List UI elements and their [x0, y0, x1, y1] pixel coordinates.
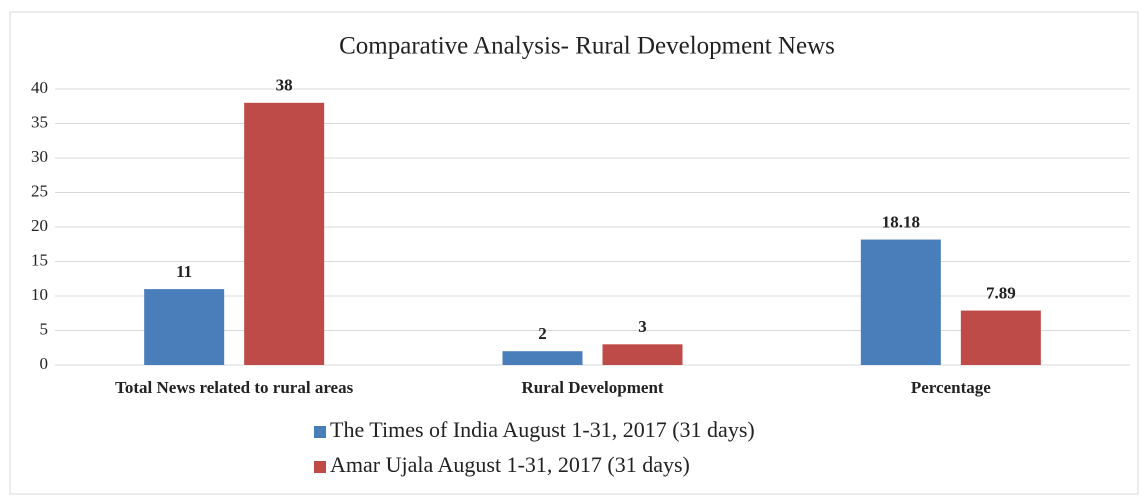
bar	[502, 351, 583, 365]
y-tick-label: 35	[31, 112, 48, 131]
data-label: 3	[638, 317, 647, 336]
bar	[960, 310, 1041, 365]
data-label: 11	[176, 262, 192, 281]
y-tick-label: 10	[31, 285, 48, 304]
bar	[144, 289, 225, 365]
x-tick-label: Percentage	[911, 378, 991, 397]
y-tick-label: 30	[31, 147, 48, 166]
y-tick-label: 0	[40, 354, 49, 373]
legend-label: Amar Ujala August 1-31, 2017 (31 days)	[330, 452, 690, 477]
bar	[602, 344, 683, 365]
bar	[860, 239, 941, 365]
legend-label: The Times of India August 1-31, 2017 (31…	[330, 417, 755, 442]
x-tick-label: Rural Development	[521, 378, 663, 397]
data-label: 2	[538, 324, 547, 343]
y-tick-label: 25	[31, 181, 48, 200]
data-label: 7.89	[986, 283, 1016, 302]
chart-frame	[9, 11, 1139, 495]
y-tick-label: 20	[31, 216, 48, 235]
data-label: 38	[276, 76, 293, 95]
bar	[244, 102, 325, 366]
y-tick-label: 5	[40, 319, 49, 338]
legend-swatch	[314, 426, 326, 438]
y-tick-label: 15	[31, 250, 48, 269]
chart-title: Comparative Analysis- Rural Development …	[339, 33, 835, 60]
x-tick-label: Total News related to rural areas	[115, 378, 354, 397]
legend-swatch	[314, 461, 326, 473]
y-tick-label: 40	[31, 78, 48, 97]
data-label: 18.18	[882, 212, 920, 231]
